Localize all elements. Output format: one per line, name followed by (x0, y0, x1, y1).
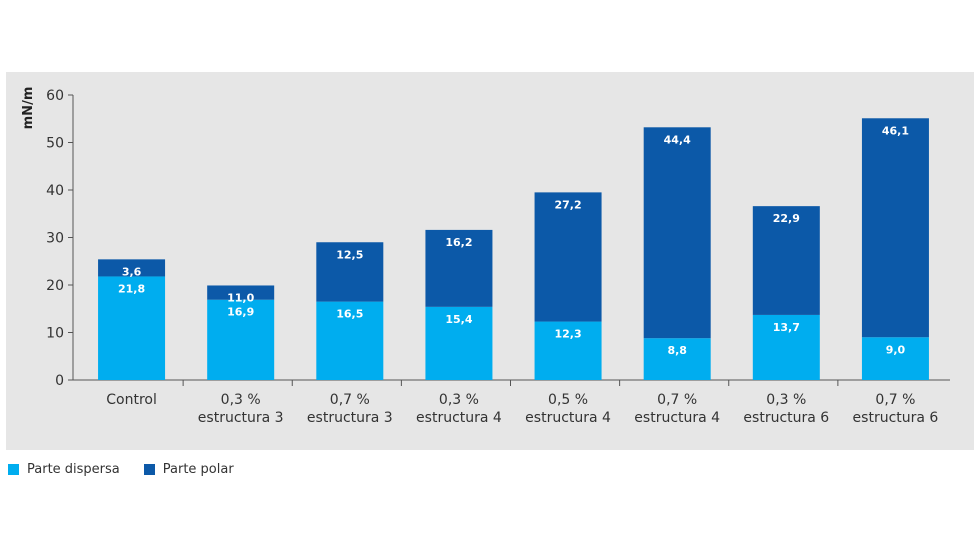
legend-item-polar: Parte polar (143, 462, 234, 477)
data-label-polar: 22,9 (773, 212, 800, 225)
x-tick-label: estructura 4 (416, 410, 502, 426)
y-tick-label: 30 (46, 231, 64, 247)
y-axis-title: mN/m (21, 87, 36, 130)
bar-dispersa (98, 276, 166, 380)
data-label-polar: 27,2 (554, 198, 581, 211)
data-label-polar: 16,2 (445, 236, 472, 249)
legend: Parte dispersa Parte polar (8, 462, 258, 477)
bar-polar (643, 127, 711, 339)
x-tick-label: estructura 4 (634, 410, 720, 426)
data-label-dispersa: 16,5 (336, 308, 363, 321)
bar-polar (207, 285, 275, 300)
bar-polar (425, 229, 493, 307)
y-tick-label: 10 (46, 326, 64, 342)
x-tick-label: 0,7 % (657, 392, 697, 408)
legend-item-dispersa: Parte dispersa (8, 462, 120, 477)
legend-swatch-dispersa (8, 464, 19, 475)
bar-dispersa (425, 306, 493, 380)
x-tick-label: estructura 3 (198, 410, 284, 426)
bar-dispersa (534, 321, 602, 380)
x-tick-label: 0,5 % (548, 392, 588, 408)
legend-swatch-polar (143, 464, 155, 475)
stacked-bar-chart: 0 10 20 30 40 50 60 mN/m 21,8 3,6 Control 16,9 11,0 0… (21, 87, 950, 426)
x-tick-label: 0,3 % (766, 392, 806, 408)
y-tick-label: 50 (46, 136, 64, 152)
bar-polar (534, 192, 602, 322)
y-tick-label: 60 (46, 88, 64, 104)
x-tick-label: estructura 3 (307, 410, 393, 426)
x-tick-label: estructura 6 (853, 410, 939, 426)
bar-polar (98, 259, 166, 277)
bar-dispersa (752, 314, 820, 380)
bar-dispersa (207, 299, 275, 380)
x-tick-label: estructura 4 (525, 410, 611, 426)
x-tick-label: 0,7 % (875, 392, 915, 408)
y-tick-label: 20 (46, 278, 64, 294)
data-label-dispersa: 16,9 (227, 306, 254, 319)
data-label-dispersa: 9,0 (886, 343, 906, 356)
y-tick-label: 40 (46, 183, 64, 199)
bar-dispersa (316, 301, 384, 380)
x-tick-label: estructura 6 (743, 410, 829, 426)
data-label-dispersa: 13,7 (773, 321, 800, 334)
x-tick-label: 0,3 % (221, 392, 261, 408)
data-label-polar: 46,1 (882, 124, 909, 137)
data-label-polar: 12,5 (336, 248, 363, 261)
x-tick-label: Control (106, 392, 157, 408)
bar-polar (316, 242, 384, 302)
bar-polar (861, 118, 929, 338)
data-label-dispersa: 21,8 (118, 282, 145, 295)
legend-label-polar: Parte polar (162, 462, 234, 477)
data-label-polar: 44,4 (664, 133, 691, 146)
y-tick-label: 0 (55, 373, 64, 389)
data-label-dispersa: 12,3 (554, 328, 581, 341)
bar-polar (752, 206, 820, 315)
x-tick-label: 0,7 % (330, 392, 370, 408)
legend-label-dispersa: Parte dispersa (27, 462, 120, 477)
data-label-polar: 3,6 (122, 265, 142, 278)
data-label-polar: 11,0 (227, 291, 254, 304)
bar-dispersa (643, 338, 711, 380)
data-label-dispersa: 15,4 (445, 313, 472, 326)
x-tick-label: 0,3 % (439, 392, 479, 408)
data-label-dispersa: 8,8 (667, 344, 687, 357)
bar-dispersa (861, 337, 929, 380)
